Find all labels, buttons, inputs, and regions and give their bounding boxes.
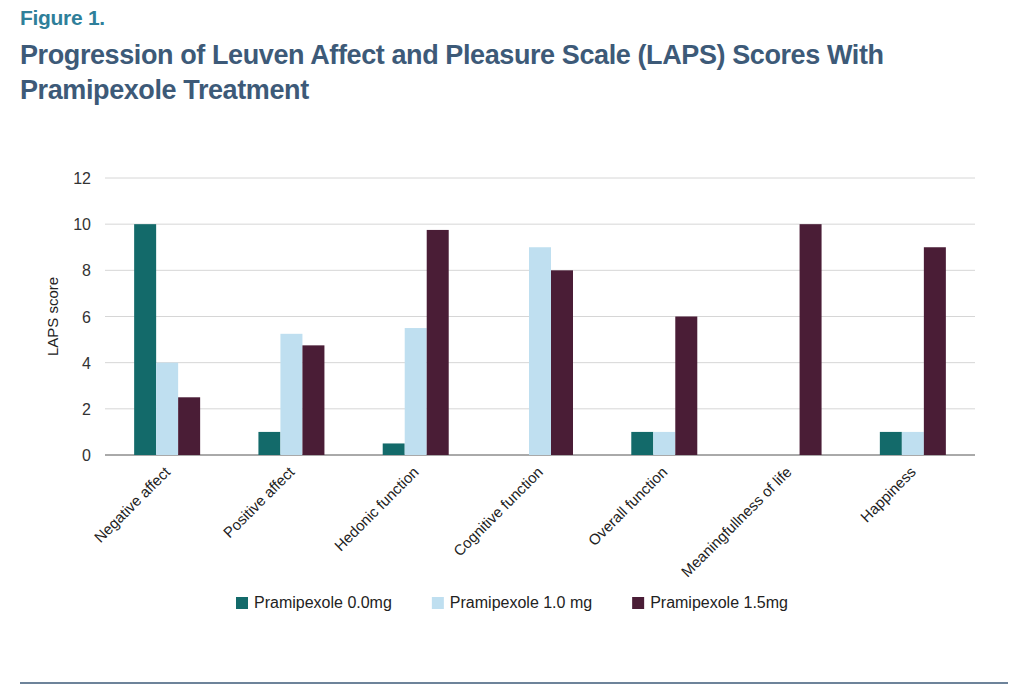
- legend-swatch: [236, 597, 248, 609]
- bar: [880, 432, 902, 455]
- x-tick-label: Positive affect: [220, 463, 298, 541]
- bar: [383, 443, 405, 455]
- y-tick-label: 0: [82, 447, 91, 464]
- legend-swatch: [432, 597, 444, 609]
- bar: [156, 363, 178, 455]
- bar: [302, 345, 324, 455]
- bar: [529, 247, 551, 455]
- legend-label: Pramipexole 1.0 mg: [450, 594, 592, 611]
- bar: [778, 455, 800, 456]
- y-tick-label: 12: [73, 170, 91, 187]
- bar: [405, 328, 427, 455]
- bar: [675, 317, 697, 456]
- bar: [551, 270, 573, 455]
- bar: [631, 432, 653, 455]
- x-tick-label: Overall function: [585, 463, 671, 549]
- y-tick-label: 4: [82, 355, 91, 372]
- grid-line: [105, 224, 975, 225]
- grid-line: [105, 178, 975, 179]
- title: Progression of Leuven Affect and Pleasur…: [20, 38, 1010, 108]
- y-tick-label: 6: [82, 309, 91, 326]
- y-tick-label: 2: [82, 401, 91, 418]
- x-tick-label: Hedonic function: [331, 463, 422, 554]
- legend: Pramipexole 0.0mg Pramipexole 1.0 mg Prami…: [236, 594, 788, 611]
- bar: [427, 230, 449, 455]
- legend-label: Pramipexole 0.0mg: [254, 594, 392, 611]
- subtitle: Figure 1.: [20, 6, 105, 30]
- bar: [178, 397, 200, 455]
- bars: [134, 224, 946, 455]
- bar: [507, 455, 529, 456]
- x-tick-label: Happiness: [857, 463, 919, 525]
- bar: [280, 334, 302, 455]
- rule: [20, 682, 1008, 684]
- bar: [800, 224, 822, 455]
- bar: [134, 224, 156, 455]
- legend-label: Pramipexole 1.5mg: [650, 594, 788, 611]
- y-tick-label: 10: [73, 216, 91, 233]
- x-tick-label: Meaningfullness of life: [678, 463, 795, 580]
- bar: [756, 455, 778, 456]
- bar: [258, 432, 280, 455]
- legend-swatch: [632, 597, 644, 609]
- x-tick-label: Cognitive function: [450, 463, 546, 559]
- y-tick-label: 8: [82, 262, 91, 279]
- bar: [902, 432, 924, 455]
- y-axis-label: LAPS score: [44, 277, 61, 356]
- chart: 0 2 4 6 8 10 12 LAPS score Negative affect Positi…: [0, 0, 1024, 693]
- bar: [653, 432, 675, 455]
- bar: [924, 247, 946, 455]
- x-tick-label: Negative affect: [91, 463, 174, 546]
